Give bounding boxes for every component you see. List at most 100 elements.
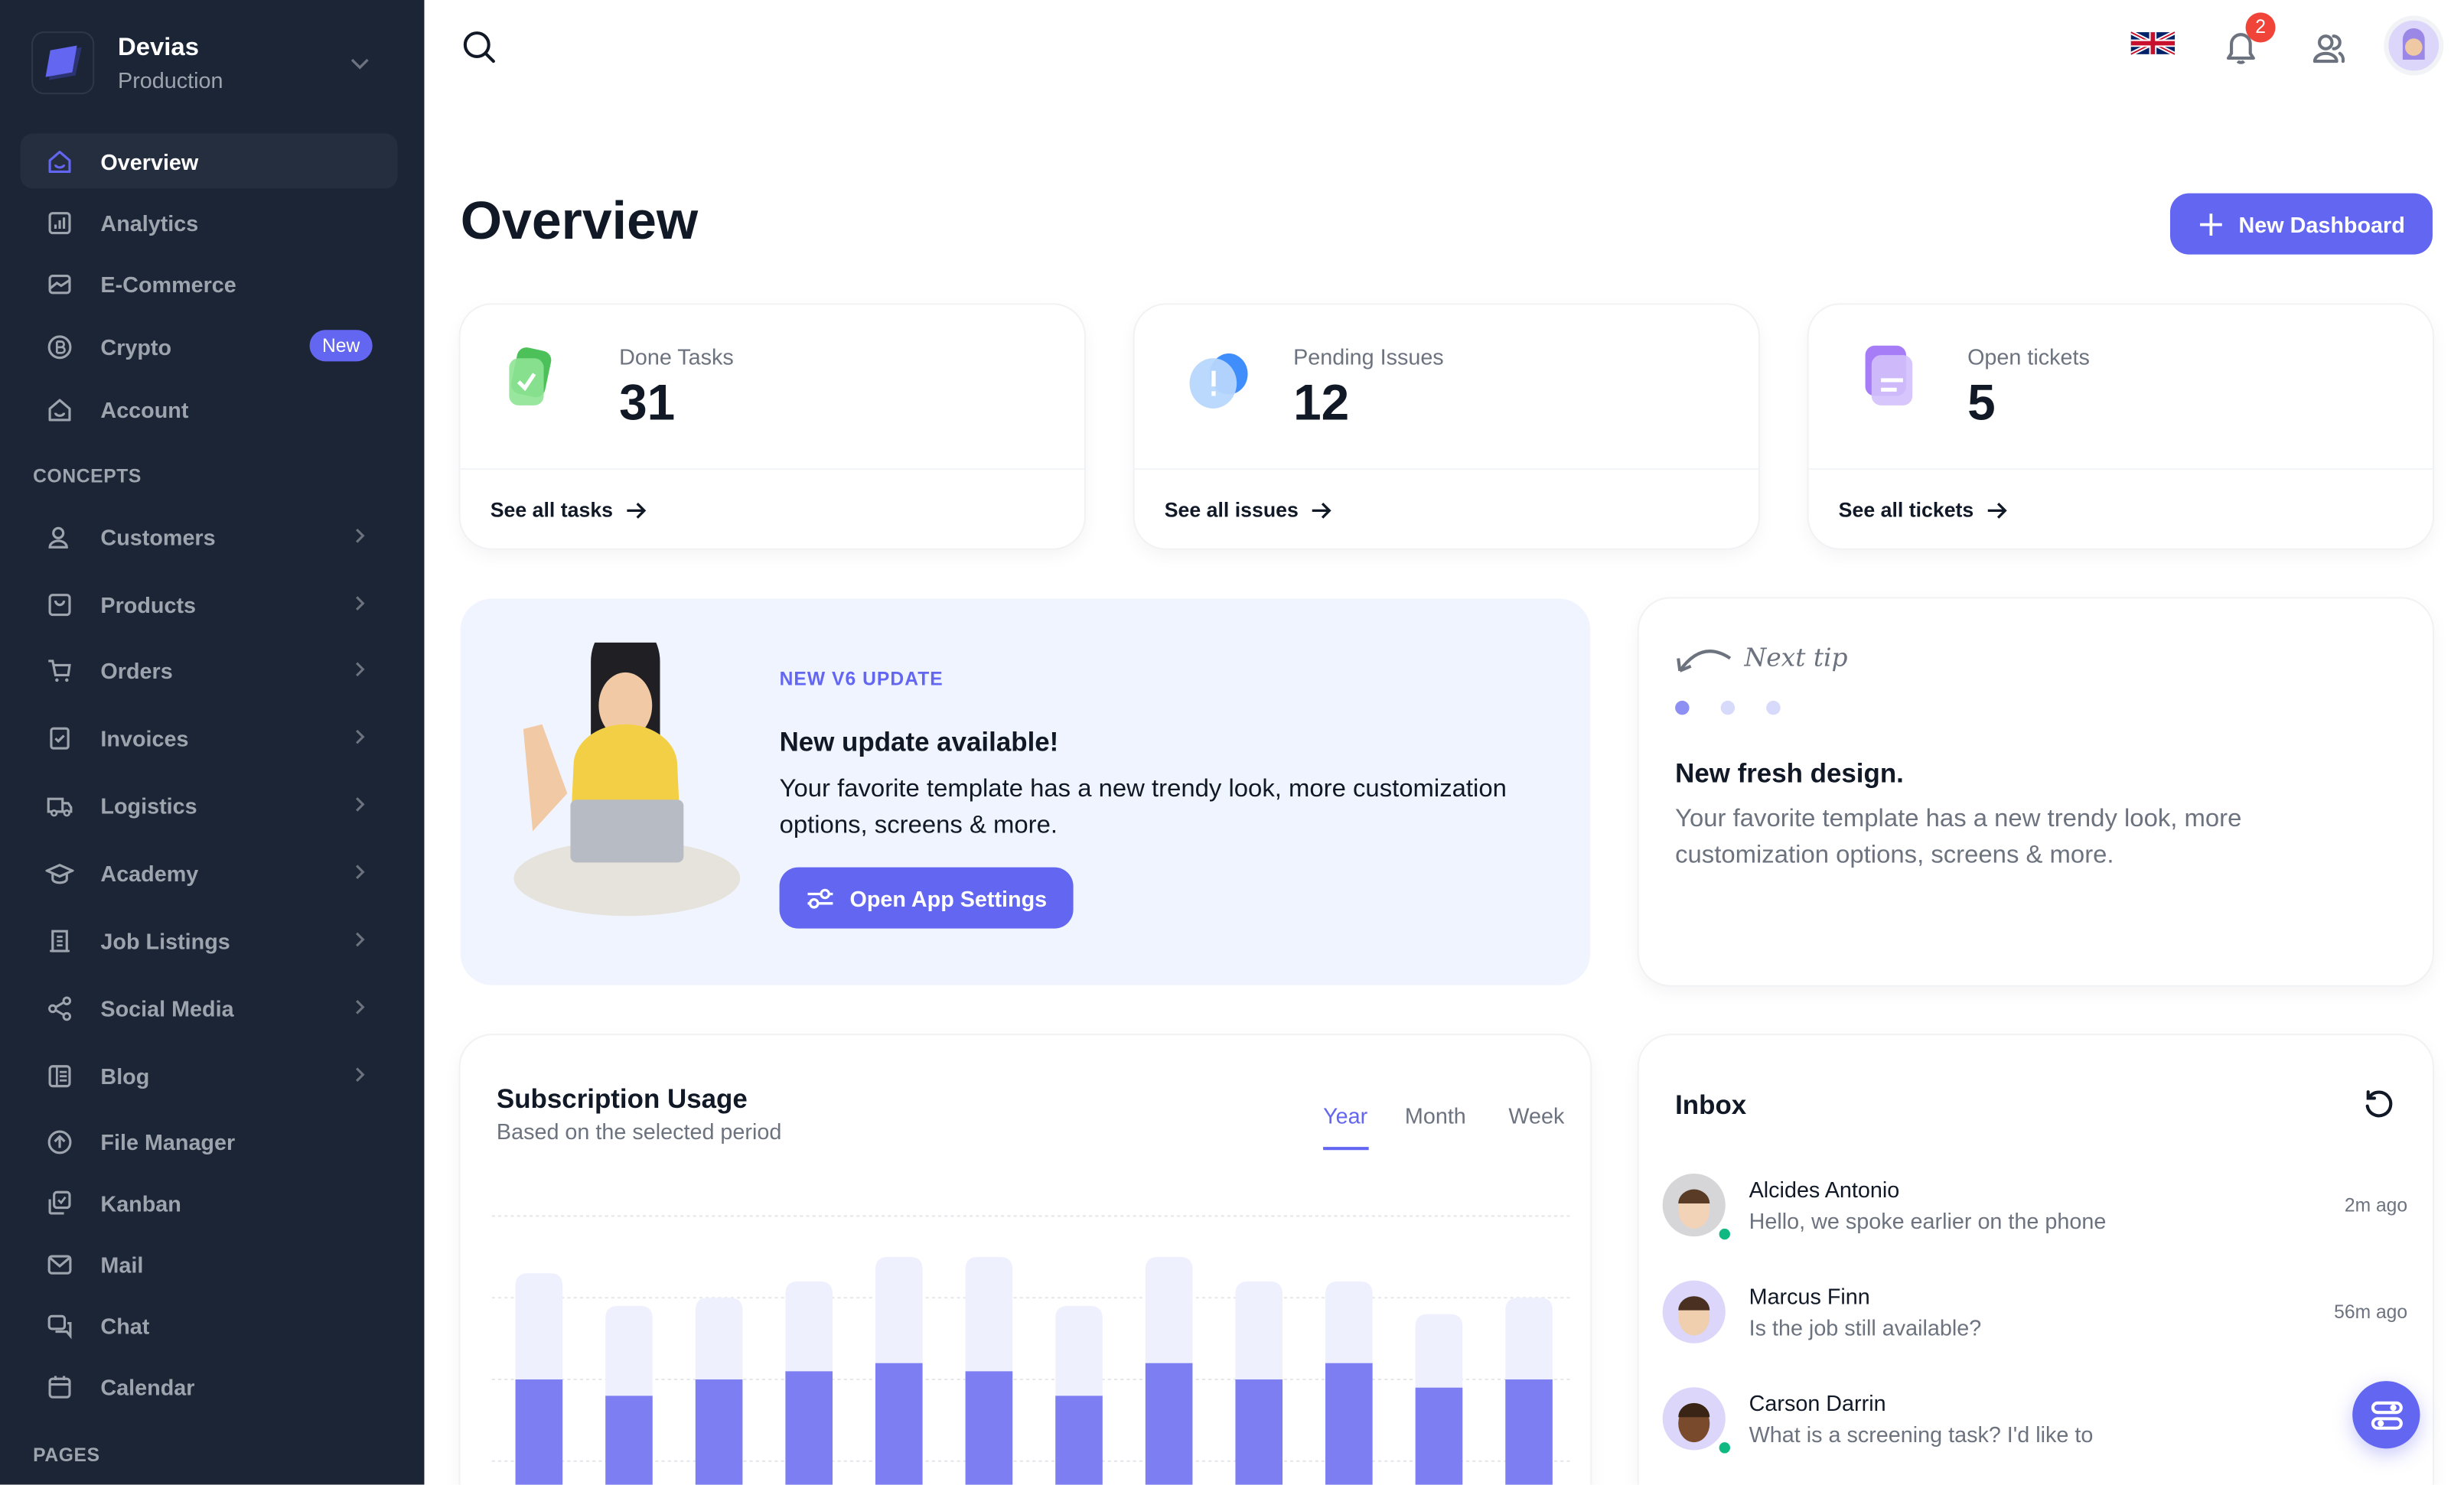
avatar-image-icon <box>2402 28 2425 60</box>
arrow-right-icon <box>627 501 647 518</box>
bitcoin-icon <box>47 334 72 359</box>
sidebar-item-chat[interactable]: Chat <box>21 1298 398 1353</box>
bar-segment-light[interactable] <box>1505 1298 1553 1380</box>
open-tickets-card: Open tickets 5 See all tickets <box>1808 304 2433 549</box>
bar-segment-light[interactable] <box>1415 1314 1463 1388</box>
search-icon[interactable] <box>461 28 498 66</box>
sidebar-item-label: Crypto <box>100 334 172 360</box>
sidebar-item-file-manager[interactable]: File Manager <box>21 1114 398 1169</box>
sidebar-item-orders[interactable]: Orders <box>21 643 398 698</box>
bar-segment-dark[interactable] <box>695 1379 743 1485</box>
bar-segment-dark[interactable] <box>1235 1379 1283 1485</box>
sidebar-item-logistics[interactable]: Logistics <box>21 778 398 833</box>
sidebar-item-mail[interactable]: Mail <box>21 1236 398 1291</box>
done-tasks-link[interactable]: See all tasks <box>491 498 647 522</box>
open-app-settings-button[interactable]: Open App Settings <box>779 867 1074 929</box>
message-preview: Hello, we spoke earlier on the phone <box>1749 1208 2107 1234</box>
new-dashboard-button[interactable]: New Dashboard <box>2169 193 2433 255</box>
pending-issues-link[interactable]: See all issues <box>1165 498 1333 522</box>
inbox-message[interactable]: Carson Darrin What is a screening task? I… <box>1639 1387 2433 1481</box>
bar-segment-light[interactable] <box>1145 1256 1193 1363</box>
curved-arrow-icon[interactable] <box>1674 643 1736 677</box>
sidebar-item-kanban[interactable]: Kanban <box>21 1175 398 1230</box>
sidebar-item-label: Social Media <box>100 995 234 1021</box>
sidebar-item-analytics[interactable]: Analytics <box>21 195 398 250</box>
users-icon <box>48 526 68 548</box>
divider <box>460 467 1084 471</box>
tip-dot-active[interactable] <box>1675 700 1690 715</box>
tip-text: Your favorite template has a new trendy … <box>1675 806 2242 869</box>
bar-segment-dark[interactable] <box>1325 1363 1373 1485</box>
tab-month[interactable]: Month <box>1404 1102 1466 1128</box>
tip-dot[interactable] <box>1766 700 1781 715</box>
sidebar-item-crypto[interactable]: Crypto New <box>21 319 398 374</box>
bar-segment-dark[interactable] <box>1055 1395 1103 1485</box>
inbox-message[interactable]: Alcides Antonio Hello, we spoke earlier o… <box>1639 1174 2433 1268</box>
bar-segment-dark[interactable] <box>1145 1363 1193 1485</box>
user-avatar[interactable] <box>2384 15 2444 76</box>
message-time: 56m ago <box>2334 1301 2408 1324</box>
plus-icon <box>2199 213 2221 236</box>
sidebar-item-label: Customers <box>100 523 216 549</box>
receipt-check-icon <box>50 726 70 749</box>
chevron-down-icon[interactable] <box>350 57 370 73</box>
bar-segment-light[interactable] <box>965 1256 1013 1372</box>
open-tickets-link[interactable]: See all tickets <box>1839 498 2009 522</box>
bar-segment-dark[interactable] <box>605 1395 653 1485</box>
done-tasks-card: Done Tasks 31 See all tasks <box>460 304 1084 549</box>
bar-segment-light[interactable] <box>1055 1305 1103 1396</box>
tip-dot[interactable] <box>1720 700 1736 715</box>
divider <box>1808 467 2433 471</box>
bar-segment-dark[interactable] <box>515 1379 563 1485</box>
bar-segment-light[interactable] <box>875 1256 923 1363</box>
banner-overline: NEW V6 UPDATE <box>779 667 944 690</box>
chevron-right-icon <box>356 1000 365 1014</box>
bar-segment-light[interactable] <box>1235 1281 1283 1380</box>
bar-segment-light[interactable] <box>515 1273 563 1380</box>
bar-segment-dark[interactable] <box>1415 1387 1463 1485</box>
subscription-usage-card: Subscription Usage Based on the selected… <box>460 1035 1591 1485</box>
woman-with-laptop-illustration <box>513 642 741 917</box>
sidebar-item-blog[interactable]: Blog <box>21 1048 398 1103</box>
inbox-message[interactable]: Marcus Finn Is the job still available? 56… <box>1639 1280 2433 1375</box>
ticket-document-icon <box>1865 345 1913 405</box>
settings-fab-button[interactable] <box>2352 1381 2420 1449</box>
sidebar-item-overview[interactable]: Overview <box>20 133 398 189</box>
chevron-right-icon <box>356 729 365 744</box>
refresh-icon[interactable] <box>2362 1089 2397 1123</box>
sidebar-item-label: Mail <box>100 1251 144 1277</box>
sidebar-item-account[interactable]: Account <box>21 382 398 437</box>
tab-year[interactable]: Year <box>1323 1102 1368 1128</box>
bar-segment-dark[interactable] <box>875 1363 923 1485</box>
bar-segment-dark[interactable] <box>785 1371 833 1485</box>
next-tip-link[interactable]: Next tip <box>1744 642 1848 672</box>
sidebar-item-invoices[interactable]: Invoices <box>21 710 398 765</box>
stat-value: 31 <box>619 373 676 431</box>
bar-segment-light[interactable] <box>605 1305 653 1396</box>
uk-flag-icon[interactable] <box>2130 31 2176 55</box>
sidebar-item-job-listings[interactable]: Job Listings <box>21 913 398 968</box>
logo[interactable] <box>31 31 95 95</box>
sidebar-item-social-media[interactable]: Social Media <box>21 980 398 1035</box>
sidebar-item-products[interactable]: Products <box>21 577 398 632</box>
bar-segment-light[interactable] <box>785 1281 833 1372</box>
tip-title: New fresh design. <box>1675 758 1904 789</box>
bell-icon[interactable] <box>2222 28 2260 66</box>
line-chart-icon <box>48 274 71 294</box>
sidebar-item-e-commerce[interactable]: E-Commerce <box>21 256 398 311</box>
message-preview: Is the job still available? <box>1749 1314 1982 1340</box>
sidebar-item-calendar[interactable]: Calendar <box>21 1359 398 1414</box>
contacts-icon[interactable] <box>2310 30 2348 67</box>
bar-segment-light[interactable] <box>695 1298 743 1380</box>
sidebar-item-academy[interactable]: Academy <box>21 845 398 900</box>
bar-segment-light[interactable] <box>1325 1281 1373 1363</box>
bar-segment-dark[interactable] <box>965 1371 1013 1485</box>
mail-icon <box>47 1254 72 1274</box>
bar-segment-dark[interactable] <box>1505 1379 1553 1485</box>
shopping-bag-icon <box>48 593 71 616</box>
message-chat-icon <box>47 1314 72 1339</box>
sidebar-item-customers[interactable]: Customers <box>21 509 398 564</box>
inbox-card: Inbox Alcides Antonio Hello, we spoke ear… <box>1638 1035 2433 1485</box>
sidebar-item-label: E-Commerce <box>100 271 236 297</box>
tab-week[interactable]: Week <box>1508 1102 1565 1128</box>
